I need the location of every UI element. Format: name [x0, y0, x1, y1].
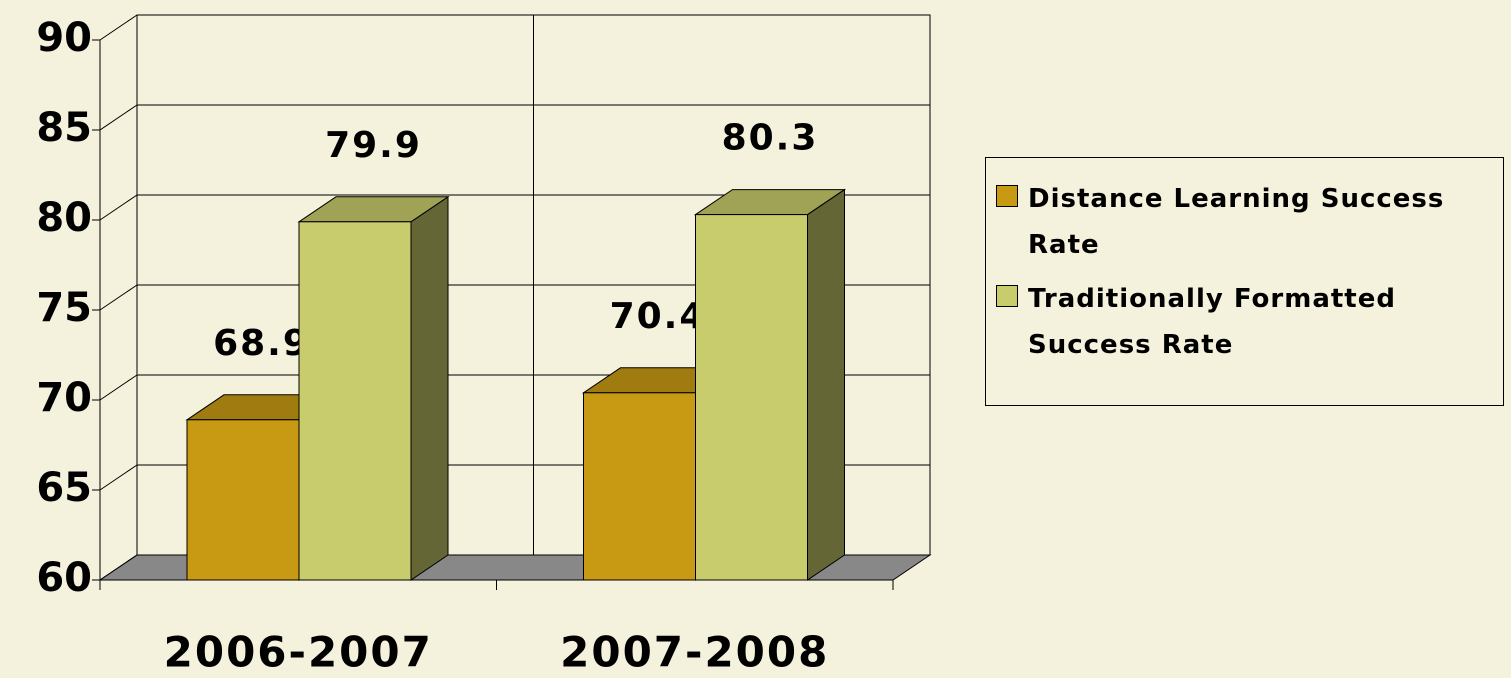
legend-item: Distance Learning Success Rate: [996, 176, 1493, 268]
grid-line: [99, 554, 138, 581]
y-tick-label: 75: [36, 285, 92, 331]
legend-swatch: [996, 185, 1018, 207]
x-tick-label: 2006-2007: [164, 628, 433, 677]
grid-line: [99, 104, 138, 131]
legend-item: Traditionally Formatted Success Rate: [996, 276, 1493, 368]
grid-line: [99, 374, 138, 401]
bar: [695, 214, 808, 581]
value-label: 79.9: [325, 125, 422, 166]
legend: Distance Learning Success Rate Traditiona…: [985, 157, 1504, 406]
y-tick-label: 70: [36, 375, 92, 421]
y-tick-label: 60: [36, 555, 92, 601]
legend-label: Traditionally Formatted Success Rate: [1028, 284, 1396, 360]
bar: [583, 392, 696, 581]
grid-line: [99, 14, 138, 41]
legend-label: Distance Learning Success Rate: [1028, 184, 1445, 260]
y-tick-label: 80: [36, 195, 92, 241]
value-label: 68.9: [213, 323, 310, 364]
y-tick-label: 90: [36, 15, 92, 61]
grid-line: [99, 464, 138, 491]
grid-line: [99, 284, 138, 311]
bar-side: [807, 188, 845, 581]
x-tick-label: 2007-2008: [560, 628, 829, 677]
bar: [186, 419, 300, 581]
legend-swatch: [996, 285, 1018, 307]
grid-line: [99, 194, 138, 221]
value-label: 70.4: [610, 296, 707, 337]
y-tick-label: 85: [36, 105, 92, 151]
value-label: 80.3: [722, 118, 819, 159]
bar-side: [410, 195, 449, 581]
bar: [298, 221, 412, 581]
y-tick-label: 65: [36, 465, 92, 511]
